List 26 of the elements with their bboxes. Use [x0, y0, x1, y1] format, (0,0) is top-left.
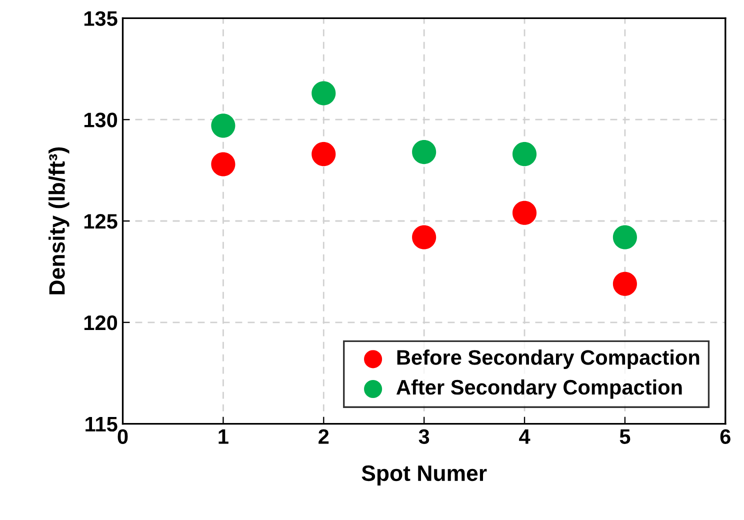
- point: [211, 114, 236, 138]
- x-tick-label: 4: [519, 429, 530, 444]
- x-tick-label: 6: [720, 429, 730, 444]
- point: [612, 272, 637, 296]
- point: [612, 225, 637, 250]
- y-tick-label: 125: [84, 214, 118, 229]
- x-tick-label: 2: [318, 429, 329, 444]
- point: [512, 142, 537, 166]
- point: [312, 142, 336, 166]
- y-tick-label: 135: [84, 11, 118, 26]
- point: [512, 200, 537, 225]
- y-tick-label: 115: [86, 417, 118, 432]
- point: [211, 152, 236, 176]
- point: [412, 225, 436, 250]
- x-tick-label: 0: [118, 429, 128, 444]
- x-axis-title: Spot Numer: [362, 465, 487, 486]
- legend-label: After Secondary Compaction: [396, 379, 682, 399]
- legend-label: Before Secondary Compaction: [397, 350, 700, 369]
- y-tick-label: 130: [84, 112, 118, 128]
- x-tick-label: 1: [218, 429, 228, 444]
- y-axis-title: Density (lb/ft³): [48, 147, 70, 294]
- x-tick-label: 5: [620, 429, 630, 444]
- point: [412, 140, 436, 164]
- x-tick-label: 3: [418, 429, 430, 444]
- y-tick-label: 120: [84, 315, 118, 330]
- point: [312, 81, 336, 106]
